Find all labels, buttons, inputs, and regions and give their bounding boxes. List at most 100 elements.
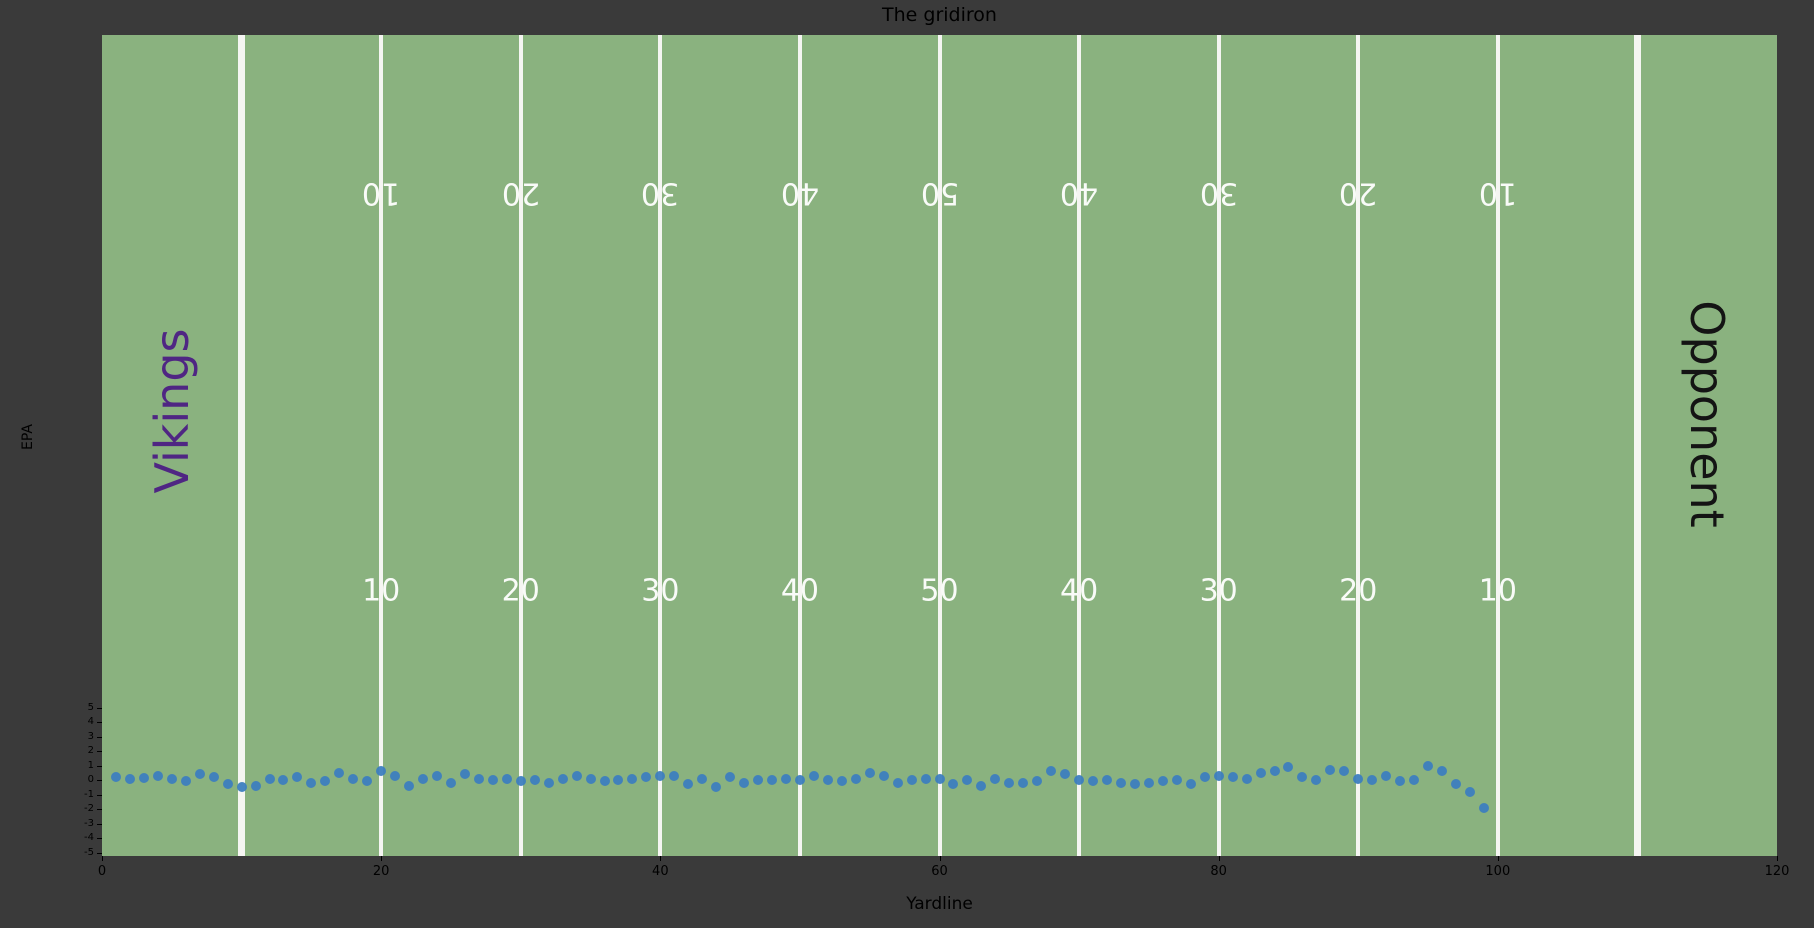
yard-number-top: 40 <box>1059 175 1099 211</box>
y-tick-label: 5 <box>87 701 94 713</box>
epa-point <box>669 770 680 781</box>
epa-point <box>739 777 750 788</box>
epa-point <box>725 772 736 783</box>
epa-point <box>934 773 945 784</box>
epa-point <box>208 772 219 783</box>
yard-line <box>1216 35 1221 856</box>
epa-point <box>1185 779 1196 790</box>
epa-point <box>194 769 205 780</box>
yard-number-top: 10 <box>362 175 401 211</box>
epa-point <box>1018 777 1029 788</box>
y-tick-label: -2 <box>84 803 94 814</box>
y-tick-mark <box>97 765 102 767</box>
epa-point <box>697 773 708 784</box>
y-tick-label: 1 <box>87 759 94 771</box>
epa-point <box>836 776 847 787</box>
epa-point <box>390 770 401 781</box>
epa-point <box>1437 766 1447 777</box>
epa-point <box>459 769 470 780</box>
x-tick-label: 0 <box>97 864 107 879</box>
epa-point <box>1143 777 1154 788</box>
epa-point <box>473 773 484 784</box>
epa-point <box>1269 766 1280 777</box>
epa-point <box>1478 802 1489 813</box>
epa-point <box>1283 761 1294 772</box>
epa-point <box>1088 776 1099 787</box>
epa-point <box>808 770 819 781</box>
epa-point <box>320 776 331 787</box>
epa-point <box>362 776 373 787</box>
epa-point <box>878 770 889 781</box>
y-tick-mark <box>97 722 102 723</box>
epa-point <box>1297 772 1308 783</box>
epa-point <box>1129 779 1140 790</box>
epa-point <box>1339 766 1350 777</box>
epa-point <box>1171 775 1182 785</box>
goal-line <box>1633 35 1641 856</box>
goal-line <box>238 35 246 856</box>
yard-line <box>1495 35 1500 856</box>
epa-point <box>334 767 345 778</box>
epa-point <box>445 777 456 788</box>
epa-point <box>515 776 526 787</box>
epa-point <box>180 776 191 787</box>
epa-point <box>1423 760 1434 771</box>
epa-point <box>306 777 317 788</box>
x-tick-mark <box>1497 856 1499 861</box>
y-tick-mark <box>97 852 102 854</box>
epa-point <box>1032 776 1043 787</box>
y-tick-label: -3 <box>84 817 94 829</box>
x-tick-mark <box>1218 856 1220 861</box>
epa-point <box>110 772 121 783</box>
epa-point <box>432 770 442 781</box>
epa-point <box>683 779 694 790</box>
yard-number-bottom: 20 <box>1339 573 1378 609</box>
epa-point <box>753 775 764 785</box>
epa-point <box>348 773 359 784</box>
yard-line <box>1356 35 1361 856</box>
y-tick-label: -1 <box>84 788 94 800</box>
epa-point <box>1004 777 1015 788</box>
chart-title: The gridiron <box>882 4 997 26</box>
x-tick-label: 120 <box>1764 864 1790 879</box>
epa-point <box>1060 769 1071 780</box>
epa-point <box>124 773 135 784</box>
yard-number-bottom: 10 <box>362 573 401 609</box>
y-tick-mark <box>97 794 102 796</box>
x-tick-mark <box>660 856 662 861</box>
yard-line <box>518 35 523 856</box>
epa-point <box>501 773 512 784</box>
epa-point <box>152 770 163 781</box>
yard-number-top: 20 <box>1339 175 1378 211</box>
yard-number-bottom: 20 <box>501 573 540 609</box>
epa-point <box>1325 764 1336 775</box>
epa-point <box>1381 770 1392 781</box>
x-tick-mark <box>1777 856 1778 861</box>
yard-number-top: 10 <box>1478 175 1517 211</box>
epa-point <box>571 770 582 781</box>
yard-number-top: 40 <box>780 175 819 211</box>
epa-point <box>599 776 610 787</box>
epa-point <box>990 773 1001 784</box>
yard-number-bottom: 50 <box>920 573 959 609</box>
yard-number-bottom: 10 <box>1478 573 1517 609</box>
epa-point <box>864 767 875 778</box>
yard-line <box>1077 35 1082 856</box>
y-tick-mark <box>97 838 102 839</box>
x-tick-label: 100 <box>1485 864 1511 879</box>
epa-point <box>292 772 303 783</box>
yard-number-top: 30 <box>1199 175 1238 211</box>
x-tick-mark <box>102 856 103 861</box>
epa-point <box>780 773 791 784</box>
y-tick-mark <box>97 780 102 781</box>
y-tick-label: 2 <box>87 745 94 756</box>
epa-point <box>557 773 568 784</box>
epa-point <box>418 773 429 784</box>
epa-point <box>906 775 917 785</box>
epa-point <box>1046 766 1057 777</box>
y-tick-mark <box>97 809 102 810</box>
epa-point <box>1353 773 1364 784</box>
yard-line <box>937 35 942 856</box>
epa-point <box>613 775 624 785</box>
epa-point <box>1367 775 1378 785</box>
